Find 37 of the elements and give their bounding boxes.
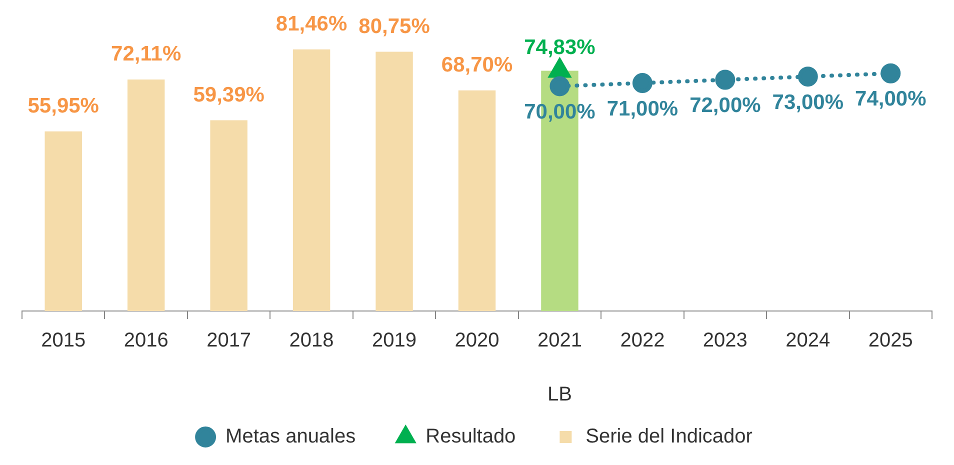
x-tick-label: 2016 [124,330,168,352]
point [798,66,818,87]
legend-label: Metas anuales [226,426,356,448]
legend-label: Serie del Indicador [586,426,753,448]
x-tick-label: 2023 [702,330,748,352]
point [715,70,736,90]
data-label: 80,75% [358,15,430,38]
bar [376,52,413,311]
data-label: 71,00% [606,97,678,120]
data-label: 73,00% [772,90,844,114]
data-label: 74,00% [855,88,927,111]
data-label: 72,11% [111,42,182,66]
x-tick-label: 2017 [206,330,252,352]
data-label: 68,70% [441,54,513,77]
bar [292,49,330,311]
bar [44,131,82,311]
x-tick-label: 2021 [537,330,582,352]
bar [127,79,165,311]
legend-label: Resultado [426,426,516,448]
x-tick-label: 2022 [620,330,665,352]
data-label: 74,83% [524,36,596,60]
x-tick-label: 2015 [41,330,86,352]
bar [210,120,248,311]
data-label: 72,00% [690,94,762,118]
text: LB [547,384,572,406]
point [632,73,652,94]
x-tick-label: 2025 [868,330,913,352]
point [880,63,901,84]
data-label: 55,95% [28,94,100,118]
x-tick-label: 2024 [786,330,830,352]
x-tick-label: 2020 [454,330,500,352]
point [550,76,570,96]
x-tick-label: 2018 [289,330,334,352]
data-label: 81,46% [276,12,348,36]
bar [458,90,496,311]
x-tick-label: 2019 [372,330,417,352]
data-label: 59,39% [193,84,265,107]
